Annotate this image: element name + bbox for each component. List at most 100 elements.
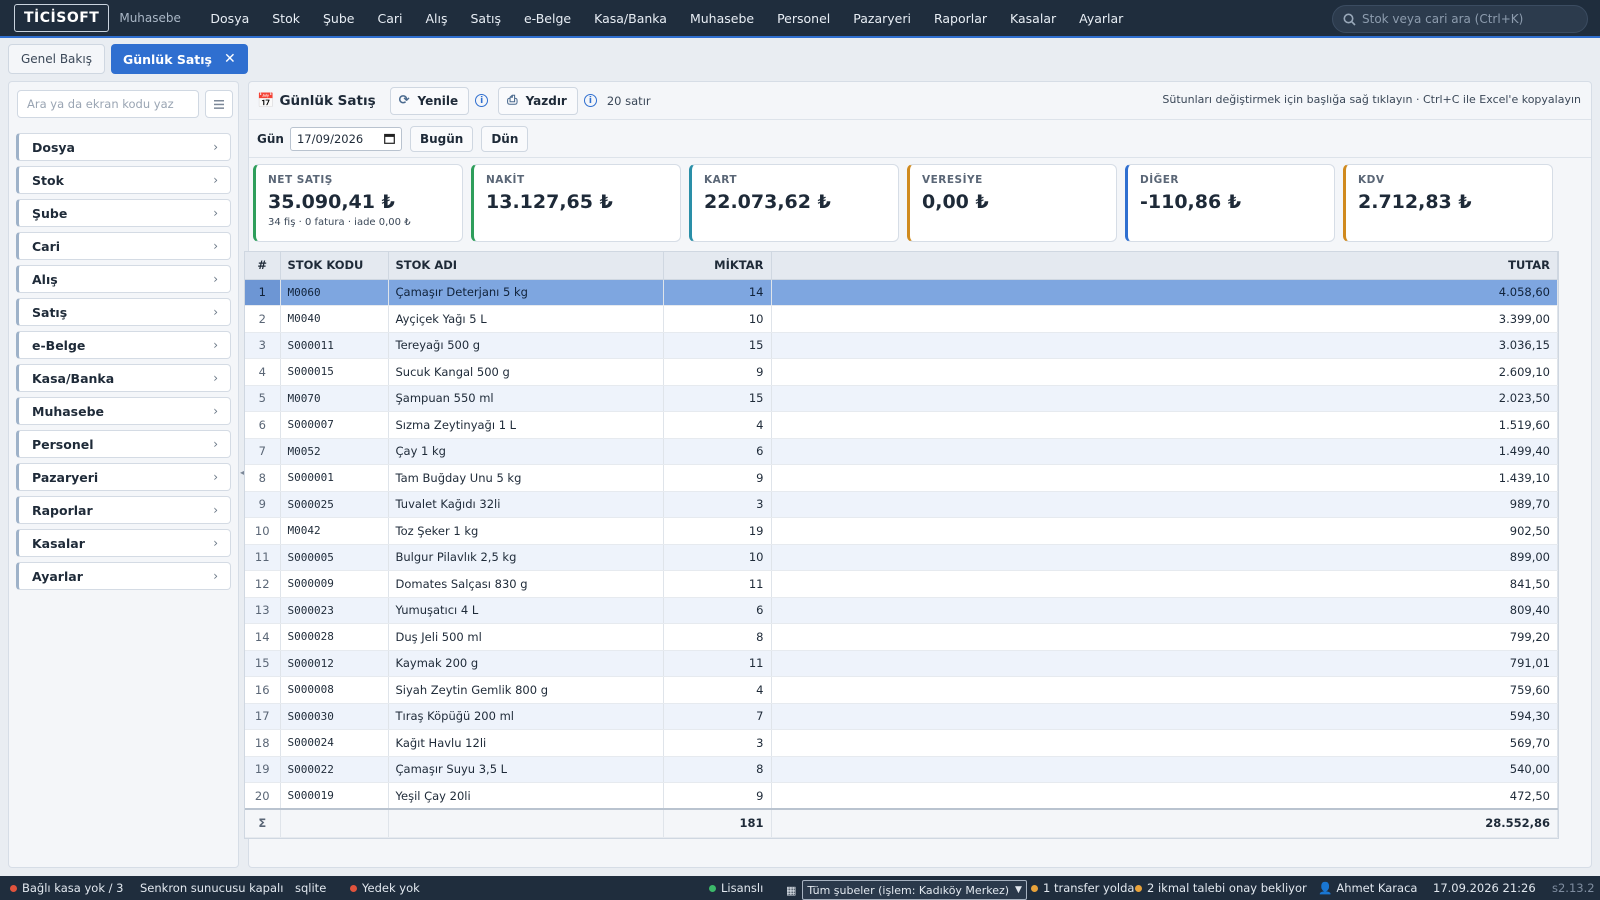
app-subtitle: Muhasebe <box>119 11 181 25</box>
status-transfers[interactable]: 1 transfer yolda <box>1031 881 1134 895</box>
cell-idx: 11 <box>245 544 281 571</box>
cell-code: M0070 <box>280 385 389 412</box>
status-approvals[interactable]: 2 ikmal talebi onay bekliyor <box>1135 881 1307 895</box>
table-row[interactable]: 10 M0042 Toz Şeker 1 kg 19 902,50 <box>245 517 1558 545</box>
sidebar-item-12[interactable]: Kasalar › <box>16 529 231 557</box>
table-row[interactable]: 12 S000009 Domates Salçası 830 g 11 841,50 <box>245 570 1558 598</box>
nav-item-7[interactable]: Kasa/Banka <box>594 10 667 26</box>
nav-item-0[interactable]: Dosya <box>210 10 250 26</box>
sidebar-item-label: Kasalar <box>32 535 85 551</box>
tab-gunluk-satis[interactable]: Günlük Satış ✕ <box>110 44 248 74</box>
sidebar-item-13[interactable]: Ayarlar › <box>16 562 231 590</box>
nav-item-6[interactable]: e-Belge <box>523 10 572 26</box>
status-dot <box>10 884 17 892</box>
col-header-quantity[interactable]: MİKTAR <box>663 252 772 280</box>
tab-genel-bakis[interactable]: Genel Bakış <box>8 44 105 74</box>
sidebar-item-9[interactable]: Personel › <box>16 430 231 458</box>
cell-qty: 6 <box>663 438 772 465</box>
sidebar-item-4[interactable]: Alış › <box>16 265 231 293</box>
nav-item-1[interactable]: Stok <box>272 10 300 26</box>
status-dot <box>1031 884 1038 892</box>
sidebar-item-1[interactable]: Stok › <box>16 166 231 194</box>
sidebar-menu: Dosya › Stok › Şube › Cari › Alış › Satış › e-Belge ›… <box>16 133 231 595</box>
table-row[interactable]: 4 S000015 Sucuk Kangal 500 g 9 2.609,10 <box>245 358 1558 386</box>
nav-item-5[interactable]: Satış <box>470 10 501 26</box>
nav-item-11[interactable]: Raporlar <box>933 10 988 26</box>
today-button[interactable]: Bugün <box>409 125 474 152</box>
sidebar-item-6[interactable]: e-Belge › <box>16 331 231 359</box>
sidebar-item-8[interactable]: Muhasebe › <box>16 397 231 425</box>
nav-item-8[interactable]: Muhasebe <box>689 10 755 26</box>
refresh-icon: ⟳ <box>398 93 410 108</box>
nav-item-9[interactable]: Personel <box>777 10 831 26</box>
table-row[interactable]: 13 S000023 Yumuşatıcı 4 L 6 809,40 <box>245 597 1558 624</box>
nav-item-10[interactable]: Pazaryeri <box>853 10 911 26</box>
global-search[interactable] <box>1332 5 1588 33</box>
print-button[interactable]: ⎙ Yazdır <box>498 86 578 115</box>
col-header-total[interactable]: TUTAR <box>771 252 1558 280</box>
table-row[interactable]: 15 S000012 Kaymak 200 g 11 791,01 <box>245 650 1558 677</box>
sidebar-item-label: Cari <box>32 238 61 254</box>
branch-select[interactable]: Tüm şubeler (işlem: Kadıköy Merkez) ▼ <box>802 880 1027 900</box>
date-input[interactable]: 17/09/2026 <box>289 126 402 151</box>
sidebar-item-11[interactable]: Raporlar › <box>16 496 231 524</box>
store-icon: ▦ <box>786 883 797 897</box>
table-row[interactable]: 17 S000030 Tıraş Köpüğü 200 ml 7 594,30 <box>245 703 1558 730</box>
table-row[interactable]: 6 S000007 Sızma Zeytinyağı 1 L 4 1.519,60 <box>245 411 1558 439</box>
sidebar-item-3[interactable]: Cari › <box>16 232 231 260</box>
cell-code: S000007 <box>280 411 389 439</box>
cell-idx: 4 <box>245 358 281 386</box>
nav-item-3[interactable]: Cari <box>377 10 403 26</box>
summary-card-title: KART <box>704 174 738 186</box>
col-header-stock-code[interactable]: STOK KODU <box>280 252 389 280</box>
table-row[interactable]: 16 S000008 Siyah Zeytin Gemlik 800 g 4 759,6… <box>245 676 1558 704</box>
list-icon[interactable] <box>205 90 233 118</box>
table-row[interactable]: 14 S000028 Duş Jeli 500 ml 8 799,20 <box>245 623 1558 651</box>
cell-name: Kağıt Havlu 12li <box>388 729 664 757</box>
nav-item-13[interactable]: Ayarlar <box>1079 10 1124 26</box>
tab-label: Günlük Satış <box>122 51 212 67</box>
table-row[interactable]: 2 M0040 Ayçiçek Yağı 5 L 10 3.399,00 <box>245 305 1558 333</box>
summary-card-title: DİĞER <box>1140 174 1179 186</box>
app-logo[interactable]: TİCİSOFT <box>14 4 110 32</box>
sidebar-item-0[interactable]: Dosya › <box>16 133 231 161</box>
table-row[interactable]: 5 M0070 Şampuan 550 ml 15 2.023,50 <box>245 385 1558 412</box>
collapse-sidebar-handle[interactable]: ◀ <box>240 468 246 478</box>
sidebar-item-7[interactable]: Kasa/Banka › <box>16 364 231 392</box>
table-row[interactable]: 8 S000001 Tam Buğday Unu 5 kg 9 1.439,10 <box>245 464 1558 492</box>
sidebar-search-input[interactable] <box>17 90 199 118</box>
table-row[interactable]: 20 S000019 Yeşil Çay 20li 9 472,50 <box>245 782 1558 810</box>
global-search-input[interactable] <box>1362 12 1572 26</box>
sidebar-item-label: Personel <box>32 436 94 452</box>
sidebar-item-10[interactable]: Pazaryeri › <box>16 463 231 491</box>
table-row[interactable]: 9 S000025 Tuvalet Kağıdı 32li 3 989,70 <box>245 491 1558 518</box>
nav-item-12[interactable]: Kasalar <box>1010 10 1057 26</box>
col-header-index[interactable]: # <box>245 252 281 280</box>
branch-select-value: Tüm şubeler (işlem: Kadıköy Merkez) <box>807 883 1010 897</box>
table-row[interactable]: 19 S000022 Çamaşır Suyu 3,5 L 8 540,00 <box>245 756 1558 783</box>
refresh-button[interactable]: ⟳ Yenile <box>389 86 470 115</box>
cell-name: Sızma Zeytinyağı 1 L <box>388 411 664 439</box>
cell-code: M0060 <box>280 279 389 306</box>
summary-card-value: 35.090,41 ₺ <box>268 191 395 213</box>
top-navbar: TİCİSOFT Muhasebe Dosya Stok Şube Cari Alış S… <box>0 0 1600 38</box>
main-panel: 📅 Günlük Satış ⟳ Yenile i ⎙ Yazdır i 20 … <box>244 81 1592 868</box>
table-row[interactable]: 18 S000024 Kağıt Havlu 12li 3 569,70 <box>245 729 1558 757</box>
calendar-picker-icon[interactable] <box>384 133 395 144</box>
cell-name: Bulgur Pilavlık 2,5 kg <box>388 544 664 571</box>
table-row[interactable]: 7 M0052 Çay 1 kg 6 1.499,40 <box>245 438 1558 465</box>
table-row[interactable]: 11 S000005 Bulgur Pilavlık 2,5 kg 10 899,00 <box>245 544 1558 571</box>
table-row[interactable]: 1 M0060 Çamaşır Deterjanı 5 kg 14 4.058,60 <box>245 279 1558 306</box>
col-header-stock-name[interactable]: STOK ADI <box>388 252 664 280</box>
nav-item-2[interactable]: Şube <box>322 10 355 26</box>
status-user[interactable]: 👤 Ahmet Karaca <box>1318 881 1417 895</box>
table-row[interactable]: 3 S000011 Tereyağı 500 g 15 3.036,15 <box>245 332 1558 359</box>
info-icon[interactable]: i <box>583 94 597 107</box>
nav-item-4[interactable]: Alış <box>425 10 448 26</box>
sidebar-item-5[interactable]: Satış › <box>16 298 231 326</box>
yesterday-button[interactable]: Dün <box>481 125 529 152</box>
close-icon[interactable]: ✕ <box>224 51 236 67</box>
calendar-icon: 📅 <box>257 92 275 109</box>
info-icon[interactable]: i <box>475 94 489 107</box>
sidebar-item-2[interactable]: Şube › <box>16 199 231 227</box>
